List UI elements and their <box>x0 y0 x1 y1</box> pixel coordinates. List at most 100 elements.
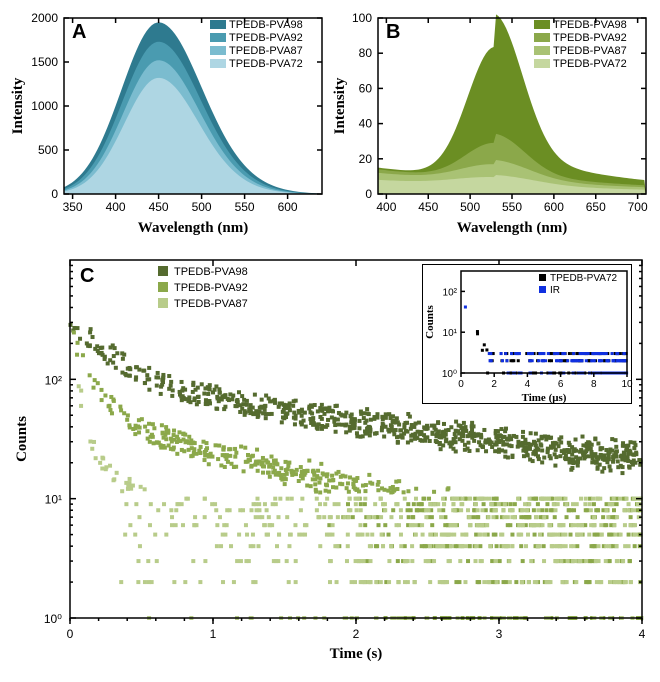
scatter-point <box>328 515 332 519</box>
scatter-point <box>419 502 423 506</box>
scatter-point <box>172 580 176 584</box>
scatter-point <box>518 352 521 355</box>
scatter-point <box>542 515 546 519</box>
scatter-point <box>632 441 636 445</box>
scatter-point <box>515 352 518 355</box>
scatter-point <box>460 502 464 506</box>
scatter-point <box>208 383 212 387</box>
scatter-point <box>118 405 122 409</box>
scatter-point <box>565 502 569 506</box>
scatter-point <box>529 431 533 435</box>
scatter-point <box>553 508 557 512</box>
scatter-point <box>77 384 81 388</box>
scatter-point <box>628 559 632 563</box>
scatter-point <box>336 417 340 421</box>
scatter-point <box>290 473 294 477</box>
scatter-point <box>155 384 159 388</box>
scatter-point <box>612 508 616 512</box>
scatter-point <box>167 374 171 378</box>
scatter-point <box>243 409 247 413</box>
scatter-point <box>490 502 494 506</box>
scatter-point <box>508 434 512 438</box>
scatter-point <box>406 440 410 444</box>
panel-label: B <box>386 21 400 43</box>
scatter-point <box>394 428 398 432</box>
scatter-point <box>555 559 559 563</box>
scatter-point <box>306 469 310 473</box>
scatter-point <box>334 486 338 490</box>
scatter-point <box>523 502 527 506</box>
scatter-point <box>527 502 531 506</box>
scatter-point <box>611 544 615 548</box>
scatter-point <box>556 533 560 537</box>
scatter-point <box>498 559 502 563</box>
scatter-point <box>391 485 395 489</box>
scatter-point <box>126 413 130 417</box>
scatter-point <box>180 380 184 384</box>
scatter-point <box>567 449 571 453</box>
scatter-point <box>505 359 508 362</box>
scatter-point <box>361 484 365 488</box>
scatter-point <box>377 523 381 527</box>
scatter-point <box>454 497 458 501</box>
scatter-point <box>242 398 246 402</box>
scatter-point <box>110 411 114 415</box>
svg-text:80: 80 <box>359 46 373 60</box>
legend-label: TPEDB-PVA92 <box>174 282 248 294</box>
scatter-point <box>253 463 257 467</box>
scatter-point <box>149 502 153 506</box>
scatter-point <box>428 502 432 506</box>
scatter-point <box>432 502 436 506</box>
scatter-point <box>233 404 237 408</box>
scatter-point <box>533 533 537 537</box>
scatter-point <box>239 445 243 449</box>
scatter-point <box>284 415 288 419</box>
scatter-point <box>133 533 137 537</box>
scatter-point <box>346 533 350 537</box>
scatter-point <box>389 423 393 427</box>
scatter-point <box>484 497 488 501</box>
scatter-point <box>543 497 547 501</box>
scatter-point <box>531 359 534 362</box>
scatter-point <box>578 456 582 460</box>
scatter-point <box>413 433 417 437</box>
scatter-point <box>571 461 575 465</box>
scatter-point <box>399 533 403 537</box>
scatter-point <box>542 352 545 355</box>
scatter-point <box>282 408 286 412</box>
scatter-point <box>540 508 544 512</box>
scatter-point <box>480 508 484 512</box>
scatter-point <box>503 502 507 506</box>
scatter-point <box>397 423 401 427</box>
scatter-point <box>550 544 554 548</box>
svg-text:450: 450 <box>149 200 169 214</box>
scatter-point <box>540 436 544 440</box>
scatter-point <box>202 392 206 396</box>
scatter-point <box>346 544 350 548</box>
scatter-point <box>587 352 590 355</box>
legend-swatch <box>534 46 550 55</box>
scatter-point <box>370 533 374 537</box>
scatter-point <box>391 419 395 423</box>
scatter-point <box>294 580 298 584</box>
scatter-point <box>354 502 358 506</box>
scatter-point <box>299 465 303 469</box>
scatter-point <box>622 508 626 512</box>
scatter-point <box>466 559 470 563</box>
scatter-point <box>357 419 361 423</box>
scatter-point <box>152 426 156 430</box>
scatter-point <box>443 515 447 519</box>
scatter-point <box>331 409 335 413</box>
scatter-point <box>391 414 395 418</box>
scatter-point <box>574 523 578 527</box>
scatter-point <box>605 508 609 512</box>
scatter-point <box>506 544 510 548</box>
svg-text:6: 6 <box>558 379 564 390</box>
scatter-point <box>545 508 549 512</box>
scatter-point <box>119 408 123 412</box>
scatter-point <box>604 544 608 548</box>
scatter-point <box>377 480 381 484</box>
scatter-point <box>506 523 510 527</box>
scatter-point <box>466 508 470 512</box>
figure-container: 3504004505005506000500100015002000Wavele… <box>8 8 652 666</box>
